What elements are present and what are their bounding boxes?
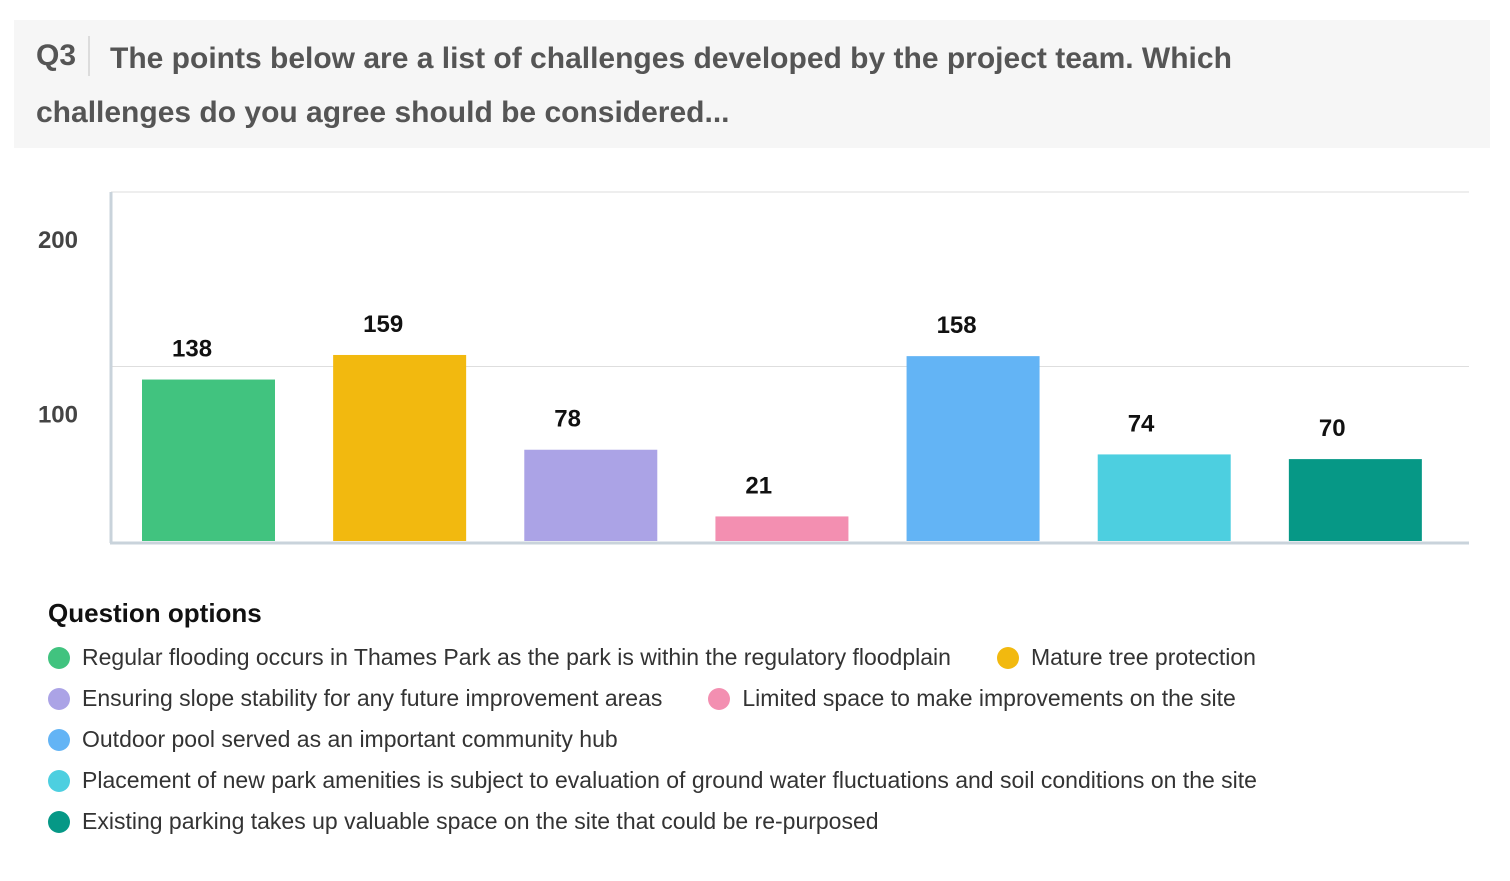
bar-value-label: 70	[1319, 415, 1346, 442]
legend-title: Question options	[48, 598, 262, 628]
y-tick-label: 200	[38, 227, 78, 254]
legend-label: Outdoor pool served as an important comm…	[82, 726, 618, 752]
bar[interactable]	[1097, 454, 1231, 541]
legend-swatch	[48, 810, 70, 833]
bar-value-label: 74	[1128, 410, 1155, 437]
legend-item[interactable]: Outdoor pool served as an important comm…	[48, 719, 618, 760]
legend-label: Existing parking takes up valuable space…	[82, 808, 879, 834]
legend-item[interactable]: Regular flooding occurs in Thames Park a…	[48, 637, 951, 678]
legend-swatch	[48, 728, 70, 751]
legend-swatch	[996, 646, 1019, 669]
bar[interactable]	[524, 449, 658, 541]
legend-label: Ensuring slope stability for any future …	[82, 685, 663, 711]
bar-value-label: 158	[937, 312, 977, 339]
bar[interactable]	[1288, 459, 1422, 541]
legend-swatch	[708, 687, 731, 710]
bar[interactable]	[333, 354, 467, 541]
bar[interactable]	[142, 379, 275, 541]
legend-swatch	[48, 687, 70, 710]
bar-value-label: 78	[554, 406, 581, 433]
bar[interactable]	[906, 356, 1040, 541]
bar-value-label: 21	[745, 472, 772, 499]
legend-item[interactable]: Ensuring slope stability for any future …	[48, 678, 662, 719]
bar-value-label: 159	[363, 311, 403, 338]
bar[interactable]	[715, 516, 849, 541]
legend-label: Limited space to make improvements on th…	[742, 685, 1236, 711]
y-tick-label: 100	[38, 402, 78, 429]
legend-label: Regular flooding occurs in Thames Park a…	[82, 644, 951, 670]
legend-item[interactable]: Limited space to make improvements on th…	[708, 678, 1236, 719]
question-text: The points below are a list of challenge…	[36, 42, 1232, 129]
legend: Question options Regular flooding occurs…	[48, 598, 1468, 842]
legend-swatch	[48, 769, 70, 792]
legend-label: Placement of new park amenities is subje…	[82, 767, 1257, 793]
legend-item[interactable]: Mature tree protection	[996, 637, 1256, 678]
y-axis-ticks: 100 200	[38, 227, 78, 429]
legend-swatch	[48, 646, 70, 669]
legend-item[interactable]: Existing parking takes up valuable space…	[48, 801, 879, 842]
data-labels: 138 159 78 21 158 74 70	[172, 311, 1346, 499]
gridlines	[111, 191, 1469, 367]
bar-value-label: 138	[172, 336, 212, 363]
legend-items: Regular flooding occurs in Thames Park a…	[48, 637, 1308, 842]
question-number: Q3	[36, 36, 91, 76]
bars	[142, 354, 1422, 541]
legend-item[interactable]: Placement of new park amenities is subje…	[48, 760, 1257, 801]
bar-chart: 100 200 138 159 78 21 158 74 70	[38, 191, 1469, 545]
question-header: Q3 The points below are a list of challe…	[14, 20, 1490, 148]
legend-label: Mature tree protection	[1030, 644, 1256, 670]
